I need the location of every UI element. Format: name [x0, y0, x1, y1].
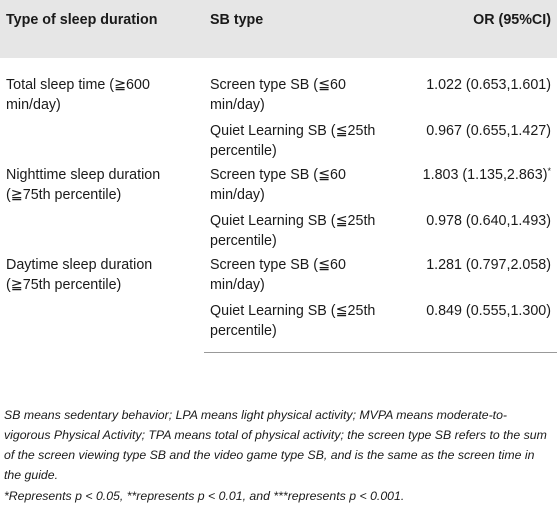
sb-type-cell: Quiet Learning SB (≦25th percentile): [210, 213, 376, 249]
sb-type-cell: Quiet Learning SB (≦25th percentile): [210, 123, 376, 159]
odds-ratio-value: 0.978 (0.640,1.493): [426, 213, 551, 229]
header-row: Type of sleep duration SB type OR (95%CI…: [0, 0, 557, 58]
odds-ratio-cell: 0.967 (0.655,1.427): [382, 115, 557, 161]
sb-type-cell: Screen type SB (≦60 min/day): [210, 257, 346, 293]
odds-ratio-cell: 1.281 (0.797,2.058): [382, 251, 557, 295]
sleep-duration-label: Daytime sleep duration (≧75th percentile…: [6, 257, 153, 293]
odds-ratio-cell: 1.803 (1.135,2.863)*: [382, 161, 557, 205]
significance-footnote: *Represents p < 0.05, **represents p < 0…: [4, 489, 405, 503]
odds-ratio-value: 1.281 (0.797,2.058): [426, 257, 551, 273]
header-sb-type: SB type: [210, 12, 264, 28]
odds-ratio-table: Type of sleep duration SB type OR (95%CI…: [0, 0, 557, 353]
table-row: Daytime sleep duration (≧75th percentile…: [0, 251, 557, 295]
header-sleep-duration-type: Type of sleep duration: [6, 12, 158, 28]
table-header: Type of sleep duration SB type OR (95%CI…: [0, 0, 557, 58]
sb-type-cell: Screen type SB (≦60 min/day): [210, 167, 346, 203]
sleep-duration-label: Nighttime sleep duration (≧75th percenti…: [6, 167, 161, 203]
odds-ratio-cell: 0.849 (0.555,1.300): [382, 295, 557, 353]
results-table-container: Type of sleep duration SB type OR (95%CI…: [0, 0, 557, 353]
odds-ratio-value: 0.967 (0.655,1.427): [426, 123, 551, 139]
odds-ratio-cell: 1.022 (0.653,1.601): [382, 58, 557, 115]
header-odds-ratio: OR (95%CI): [473, 12, 551, 28]
abbreviations-footnote: SB means sedentary behavior; LPA means l…: [4, 408, 547, 482]
sb-type-cell: Screen type SB (≦60 min/day): [210, 77, 346, 113]
table-row: Quiet Learning SB (≦25th percentile) 0.9…: [0, 115, 557, 161]
table-row: Quiet Learning SB (≦25th percentile) 0.8…: [0, 295, 557, 353]
odds-ratio-value: 1.022 (0.653,1.601): [426, 77, 551, 93]
table-row: Quiet Learning SB (≦25th percentile) 0.9…: [0, 205, 557, 251]
table-row: Total sleep time (≧600 min/day) Screen t…: [0, 58, 557, 115]
odds-ratio-value: 0.849 (0.555,1.300): [426, 303, 551, 319]
table-body: Total sleep time (≧600 min/day) Screen t…: [0, 58, 557, 353]
significance-mark: *: [547, 166, 551, 176]
table-row: Nighttime sleep duration (≧75th percenti…: [0, 161, 557, 205]
odds-ratio-value: 1.803 (1.135,2.863): [422, 167, 548, 183]
sb-type-cell: Quiet Learning SB (≦25th percentile): [204, 295, 382, 353]
sleep-duration-label: Total sleep time (≧600 min/day): [6, 77, 150, 113]
odds-ratio-cell: 0.978 (0.640,1.493): [382, 205, 557, 251]
table-footnotes: SB means sedentary behavior; LPA means l…: [4, 405, 552, 506]
